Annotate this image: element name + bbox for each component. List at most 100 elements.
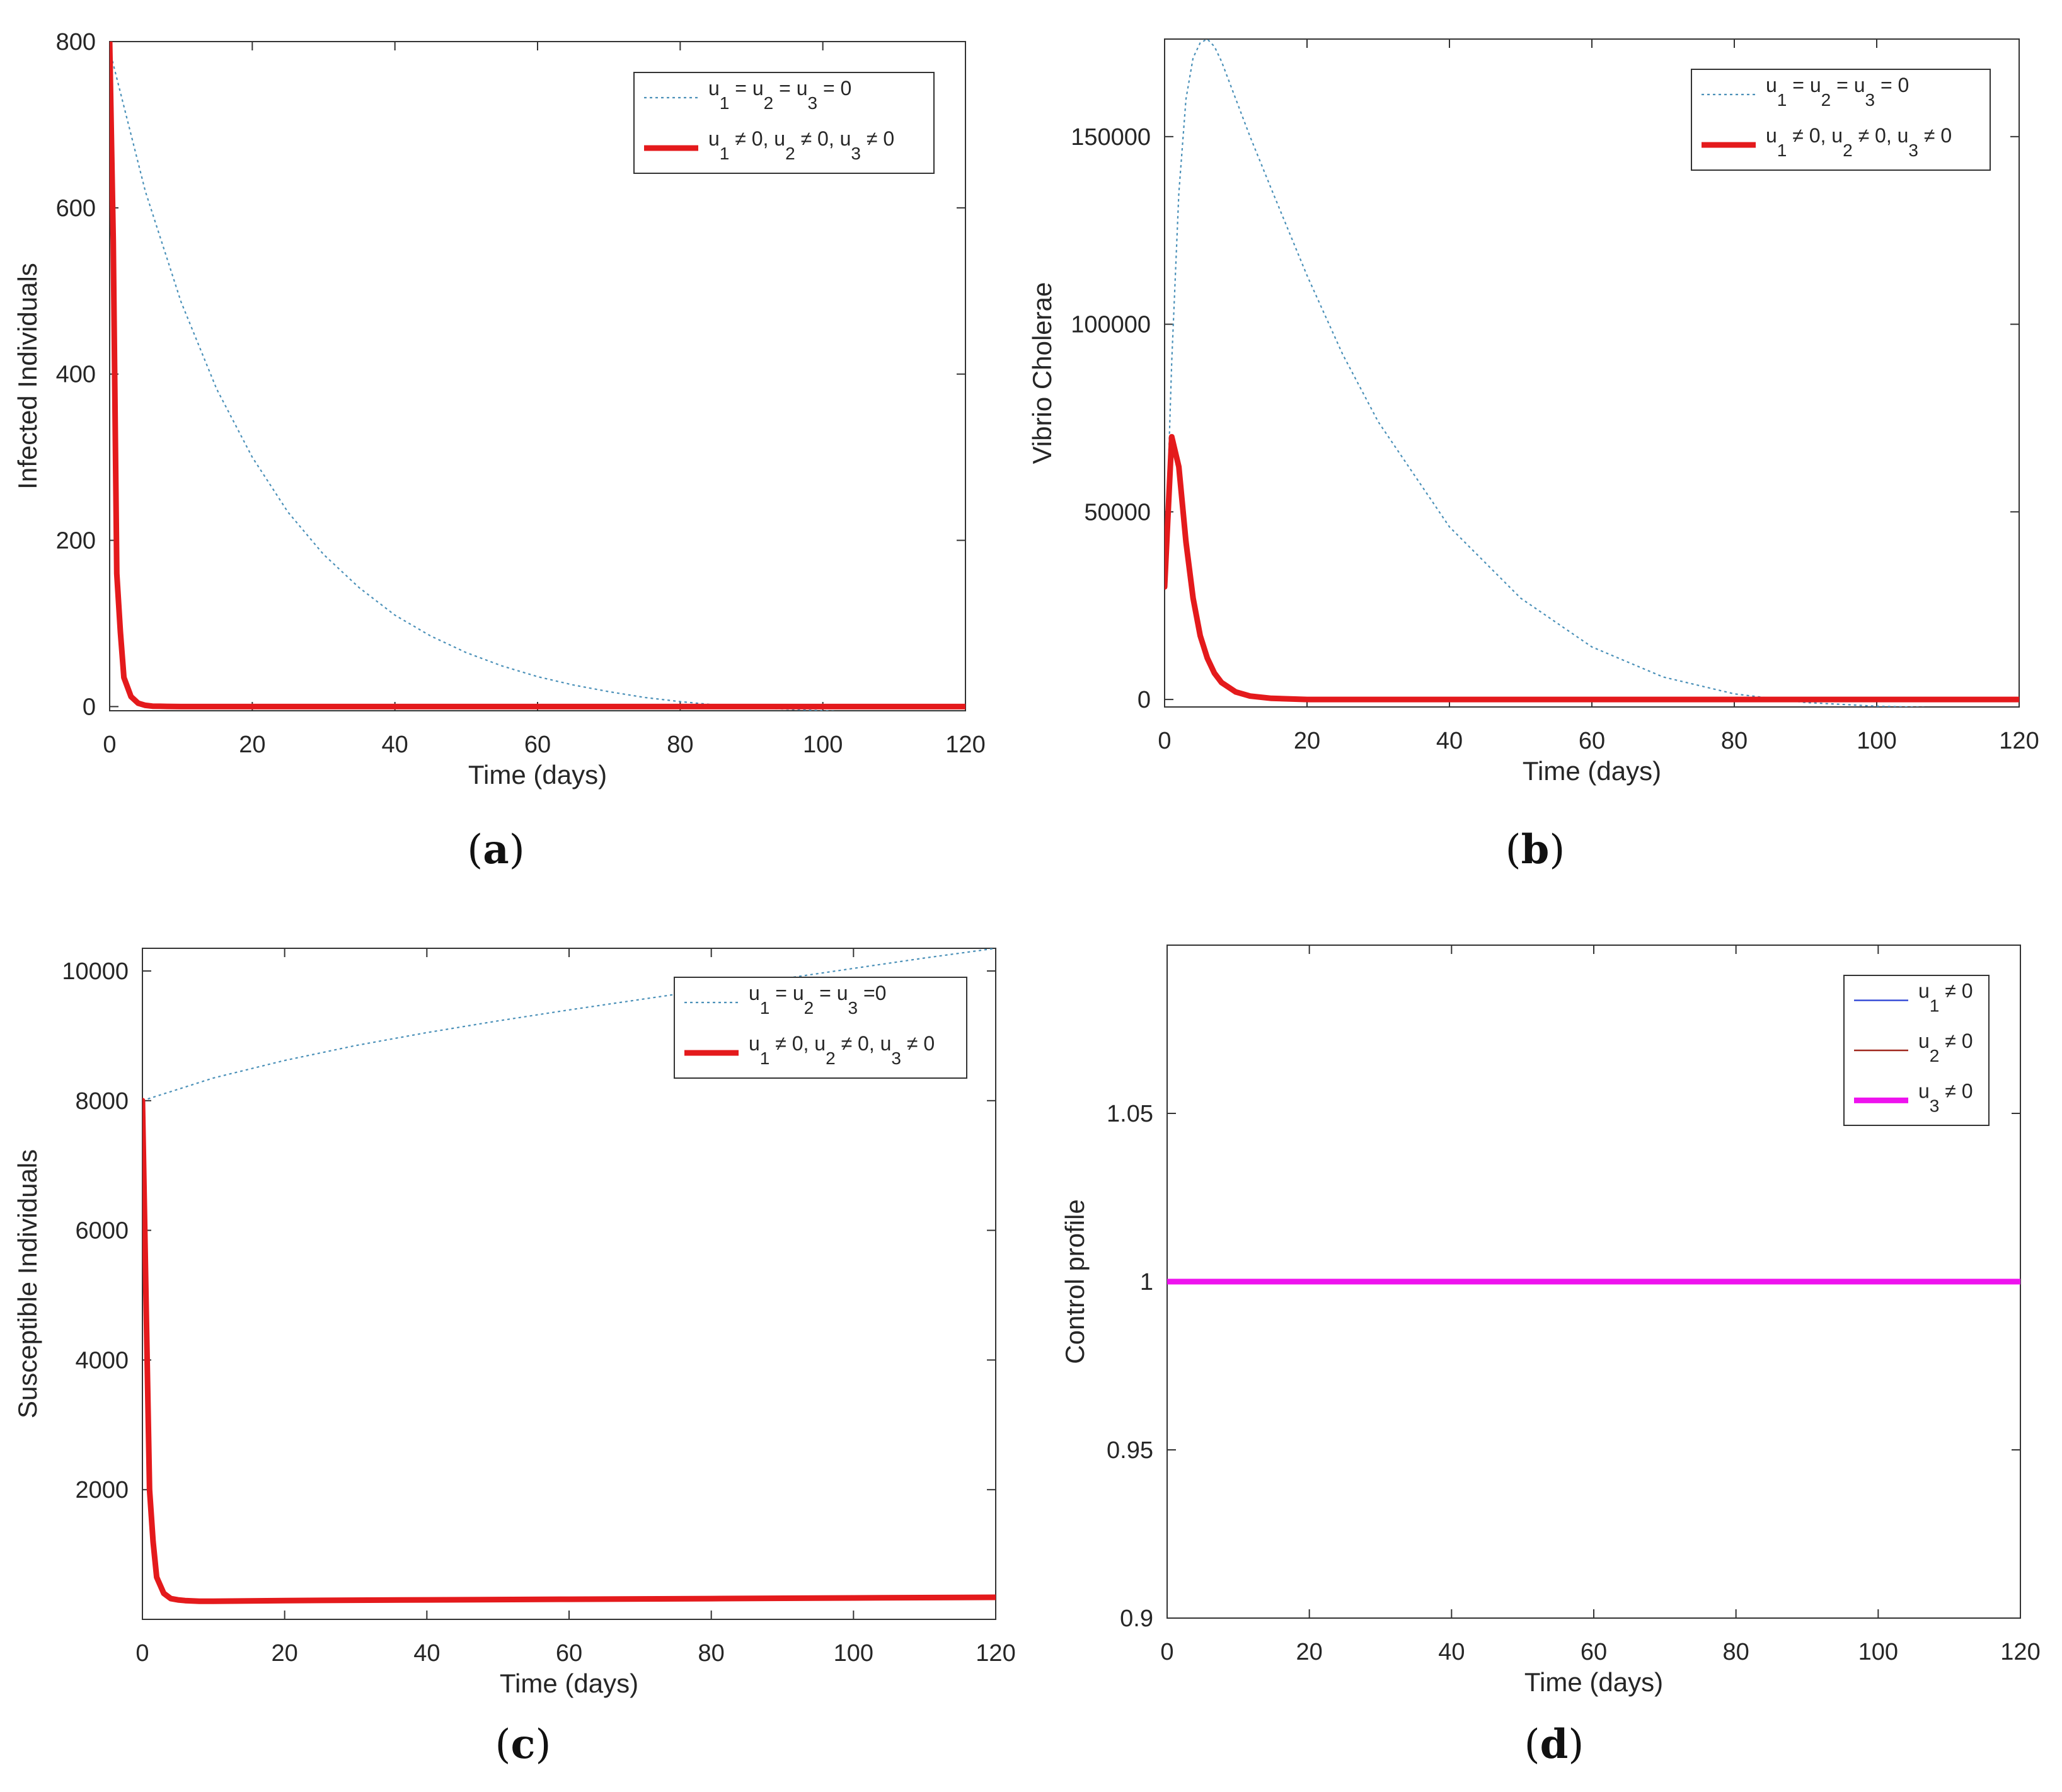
- legend-subscript: 2: [1821, 90, 1831, 110]
- legend-text: u: [708, 77, 720, 100]
- series-group: [142, 948, 996, 1604]
- legend-text: = u: [1831, 74, 1865, 96]
- legend-label-uncontrolled: u1 = u2 = u3 = 0: [1766, 74, 1909, 110]
- legend-subscript: 2: [826, 1048, 836, 1068]
- x-tick-label: 40: [1438, 1639, 1465, 1665]
- legend-subscript: 2: [1843, 141, 1853, 160]
- x-tick-label: 100: [803, 732, 843, 758]
- x-tick-label: 20: [272, 1640, 298, 1667]
- x-tick-label: 100: [1857, 728, 1896, 754]
- x-tick-label: 20: [1294, 728, 1320, 754]
- x-tick-label: 120: [945, 732, 985, 758]
- x-axis-label: Time (days): [1524, 1667, 1663, 1697]
- legend-box: [1691, 69, 1991, 171]
- series-line-controlled: [110, 42, 965, 709]
- legend-label-uncontrolled: u1 = u2 = u3 =0: [749, 982, 886, 1018]
- x-tick-label: 120: [976, 1640, 1015, 1667]
- legend-text: ≠ 0, u: [1853, 124, 1909, 147]
- x-tick-label: 80: [1723, 1639, 1749, 1665]
- legend-text: = u: [1787, 74, 1821, 96]
- x-tick-label: 0: [103, 732, 116, 758]
- y-tick-label: 200: [56, 528, 96, 554]
- legend-text: ≠ 0, u: [836, 1032, 892, 1055]
- y-tick-label: 6000: [75, 1218, 129, 1244]
- caption-paren-close: ): [1549, 827, 1565, 873]
- x-tick-label: 80: [698, 1640, 725, 1667]
- chart-d: 0 20 40 60 80 100 120 0.9 0.95 1 1.05 Time (days) Co…: [1060, 945, 2041, 1768]
- x-tick-label: 40: [413, 1640, 440, 1667]
- chart-c: 0 20 40 60 80 100 120 2000 4000 6000 8000 10000 Time…: [13, 948, 1016, 1768]
- y-tick-label: 0: [83, 694, 96, 720]
- x-axis-label: Time (days): [468, 760, 607, 790]
- legend-text: u: [749, 1032, 760, 1055]
- legend-subscript: 1: [1777, 141, 1787, 160]
- y-axis-label: Susceptible Individuals: [13, 1149, 42, 1418]
- legend-text: u: [1918, 1079, 1930, 1102]
- caption-paren-close: ): [509, 827, 525, 873]
- legend-label-u1: u1 ≠ 0: [1918, 980, 1973, 1016]
- y-tick-label: 0: [1138, 687, 1151, 713]
- panel-caption: (b): [1506, 826, 1565, 873]
- legend-label-controlled: u1 ≠ 0, u2 ≠ 0, u3 ≠ 0: [1766, 124, 1952, 160]
- legend: u1 = u2 = u3 = 0u1 ≠ 0, u2 ≠ 0, u3 ≠ 0: [633, 72, 935, 174]
- x-tick-label: 60: [556, 1640, 582, 1667]
- legend-text: ≠ 0: [861, 127, 894, 150]
- y-tick-label: 600: [56, 195, 96, 222]
- chart-b: 0 20 40 60 80 100 120 0 50000 100000 150000 Time (d…: [1027, 38, 2039, 873]
- caption-paren-open: (: [1506, 827, 1521, 873]
- caption-paren-open: (: [495, 1721, 511, 1768]
- series-line-uncontrolled: [142, 948, 996, 1101]
- x-tick-label: 40: [382, 732, 408, 758]
- caption-letter: b: [1521, 826, 1550, 873]
- legend-subscript: 3: [1908, 141, 1918, 160]
- legend-subscript: 1: [760, 998, 770, 1018]
- caption-paren-open: (: [1524, 1721, 1540, 1768]
- legend-text: = u: [773, 77, 807, 100]
- y-tick-label: 800: [56, 29, 96, 55]
- legend-subscript: 2: [1930, 1046, 1940, 1065]
- x-tick-label: 0: [1158, 728, 1171, 754]
- x-tick-label: 40: [1436, 728, 1463, 754]
- caption-letter: a: [483, 826, 509, 873]
- legend-text: u: [749, 982, 760, 1004]
- series-line-controlled: [1165, 434, 2019, 703]
- x-tick-label: 60: [1581, 1639, 1607, 1665]
- caption-paren-close: ): [1568, 1721, 1584, 1768]
- legend-subscript: 1: [720, 144, 730, 163]
- x-tick-label: 80: [667, 732, 693, 758]
- series-line-controlled: [142, 1098, 996, 1604]
- legend-text: u: [1766, 124, 1777, 147]
- legend-text: ≠ 0, u: [769, 1032, 826, 1055]
- caption-letter: d: [1540, 1721, 1569, 1768]
- panel-caption: (c): [495, 1721, 551, 1768]
- legend-text: ≠ 0, u: [729, 127, 785, 150]
- y-axis-label: Vibrio Cholerae: [1027, 282, 1057, 464]
- panel-caption: (d): [1524, 1721, 1584, 1768]
- panel-caption: (a): [467, 826, 524, 873]
- x-tick-label: 120: [2000, 1639, 2040, 1665]
- legend-text: = 0: [1875, 74, 1909, 96]
- caption-letter: c: [511, 1721, 536, 1768]
- legend: u1 = u2 = u3 =0u1 ≠ 0, u2 ≠ 0, u3 ≠ 0: [674, 977, 967, 1079]
- legend-subscript: 1: [1930, 996, 1940, 1016]
- legend-label-uncontrolled: u1 = u2 = u3 = 0: [708, 77, 851, 113]
- legend: u1 ≠ 0u2 ≠ 0u3 ≠ 0: [1843, 975, 1990, 1126]
- caption-paren-open: (: [467, 827, 483, 873]
- y-axis-label: Control profile: [1060, 1199, 1090, 1364]
- legend-text: u: [1918, 1030, 1930, 1052]
- legend-subscript: 3: [1865, 90, 1875, 110]
- series-line-uncontrolled: [1165, 39, 1932, 707]
- y-tick-label: 8000: [75, 1088, 129, 1115]
- legend-text: ≠ 0: [1939, 1030, 1973, 1052]
- y-tick-label: 10000: [62, 958, 129, 985]
- legend-text: u: [1766, 74, 1777, 96]
- y-tick-label: 0.9: [1120, 1605, 1153, 1632]
- x-tick-label: 0: [1160, 1639, 1173, 1665]
- x-tick-label: 100: [834, 1640, 873, 1667]
- legend-text: =0: [858, 982, 886, 1004]
- legend-text: ≠ 0: [901, 1032, 935, 1055]
- x-tick-label: 60: [1579, 728, 1605, 754]
- legend-text: ≠ 0, u: [795, 127, 851, 150]
- y-tick-label: 150000: [1071, 124, 1151, 151]
